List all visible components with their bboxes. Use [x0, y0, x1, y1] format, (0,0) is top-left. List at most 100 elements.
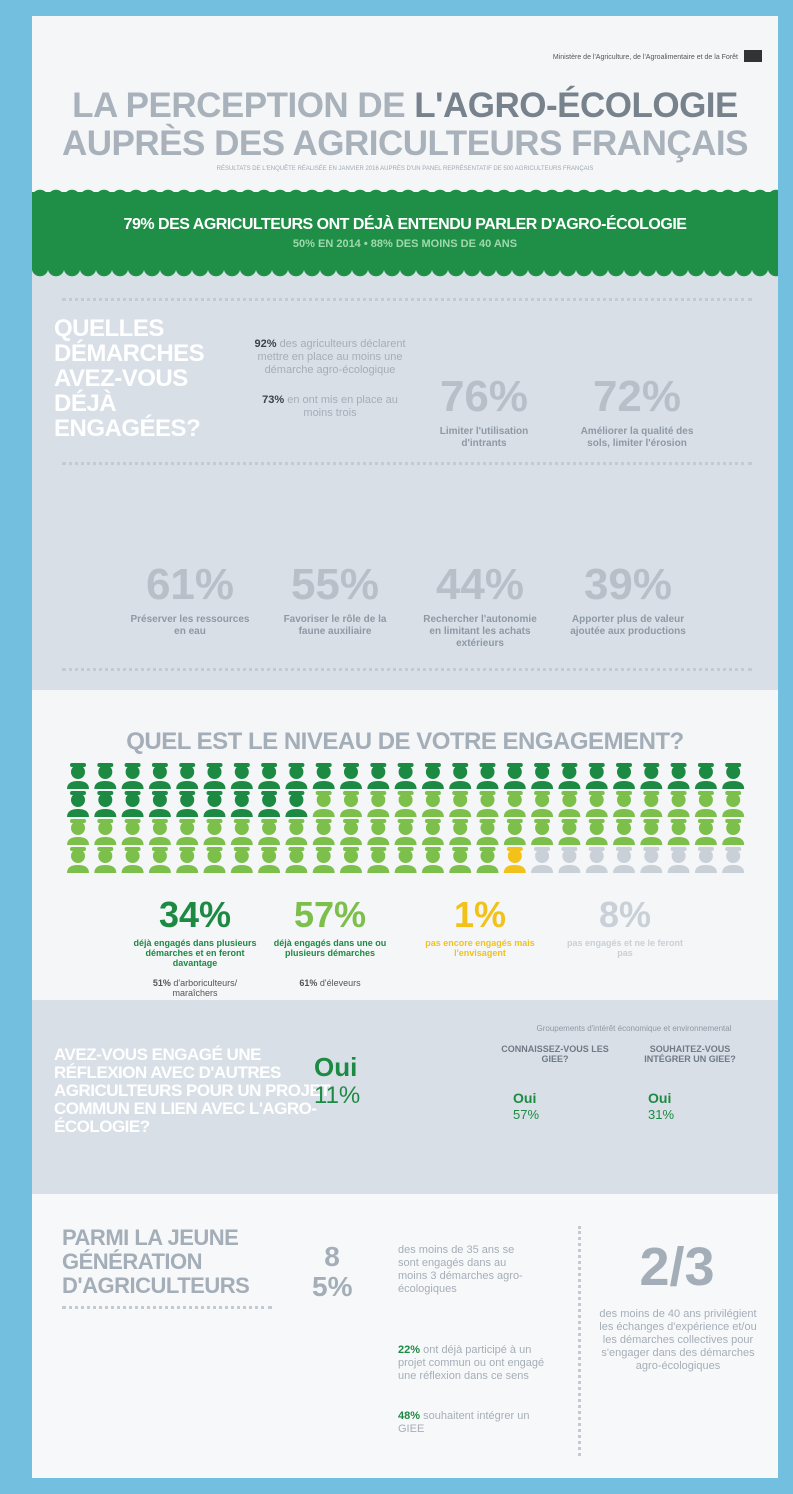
person-icon — [722, 847, 744, 873]
practice-figure: 55% — [260, 560, 410, 610]
hat — [452, 791, 468, 795]
head — [399, 821, 413, 835]
hat — [398, 819, 414, 823]
head — [590, 849, 604, 863]
body — [668, 781, 690, 789]
body — [695, 837, 717, 845]
head — [180, 849, 194, 863]
head — [426, 765, 440, 779]
body — [640, 781, 662, 789]
head — [426, 793, 440, 807]
young-text: des moins de 35 ans se sont engagés dans… — [398, 1244, 538, 1296]
head — [590, 821, 604, 835]
hat — [316, 847, 332, 851]
head — [617, 849, 631, 863]
person-icon — [640, 847, 662, 873]
body — [176, 809, 198, 817]
body — [204, 809, 226, 817]
body — [558, 781, 580, 789]
level-extra: 61% d'éleveurs — [265, 978, 395, 988]
body — [395, 837, 417, 845]
hat — [561, 763, 577, 767]
body — [558, 837, 580, 845]
hat — [316, 819, 332, 823]
hat — [534, 819, 550, 823]
body — [722, 865, 744, 873]
head — [535, 821, 549, 835]
banner-headline: 79% DES AGRICULTEURS ONT DÉJÀ ENTENDU PA… — [32, 216, 778, 234]
hat — [480, 819, 496, 823]
head — [562, 821, 576, 835]
person-icon — [258, 791, 280, 817]
level-text: pas engagés et ne le feront pas — [560, 938, 690, 958]
person-icon — [613, 847, 635, 873]
stat-figure: 73% — [262, 394, 284, 406]
body — [640, 809, 662, 817]
person-icon — [367, 819, 389, 845]
head — [153, 849, 167, 863]
fraction-text: des moins de 40 ans privilégient les éch… — [598, 1308, 758, 1373]
hat — [671, 791, 687, 795]
body — [395, 809, 417, 817]
hat — [179, 763, 195, 767]
body — [504, 809, 526, 817]
head — [262, 849, 276, 863]
title-part1: LA PERCEPTION DE — [72, 86, 414, 125]
body — [668, 809, 690, 817]
extra-figure: 61% — [299, 978, 317, 988]
person-icon — [668, 819, 690, 845]
head — [672, 821, 686, 835]
level-figure: 8% — [550, 894, 700, 936]
hat — [425, 819, 441, 823]
divider — [578, 1226, 581, 1456]
divider — [62, 668, 752, 671]
person-icon — [94, 791, 116, 817]
body — [149, 781, 171, 789]
person-icon — [122, 791, 144, 817]
person-icon — [558, 819, 580, 845]
hat — [343, 847, 359, 851]
page: Agro-écologie { "header": { "ministry": … — [0, 0, 793, 1494]
head — [617, 765, 631, 779]
person-icon — [122, 819, 144, 845]
head — [235, 793, 249, 807]
body — [586, 781, 608, 789]
hat — [97, 819, 113, 823]
head — [317, 849, 331, 863]
person-icon — [204, 791, 226, 817]
person-icon — [477, 819, 499, 845]
body — [477, 865, 499, 873]
body — [94, 837, 116, 845]
practice-label: Améliorer la qualité des sols, limiter l… — [577, 426, 697, 450]
hat — [643, 819, 659, 823]
body — [231, 781, 253, 789]
body — [422, 809, 444, 817]
hat — [207, 791, 223, 795]
person-icon — [204, 819, 226, 845]
body — [204, 865, 226, 873]
banner-subline: 50% EN 2014 • 88% DES MOINS DE 40 ANS — [32, 238, 778, 250]
head — [153, 821, 167, 835]
head — [289, 849, 303, 863]
stat-figure: 48% — [398, 1410, 420, 1422]
hat — [534, 847, 550, 851]
hat — [288, 847, 304, 851]
head — [508, 793, 522, 807]
person-icon — [231, 847, 253, 873]
head — [344, 849, 358, 863]
body — [722, 809, 744, 817]
head — [590, 793, 604, 807]
giee-heading: Groupements d'intérêt économique et envi… — [494, 1024, 774, 1033]
head — [644, 793, 658, 807]
head — [453, 765, 467, 779]
practice-label: Rechercher l'autonomie en limitant les a… — [420, 614, 540, 650]
person-icon — [395, 791, 417, 817]
hat — [643, 763, 659, 767]
answer-figure: 11% — [314, 1082, 360, 1110]
head — [317, 793, 331, 807]
body — [613, 837, 635, 845]
hat — [288, 819, 304, 823]
person-icon — [504, 791, 526, 817]
person-icon — [422, 763, 444, 789]
body — [504, 781, 526, 789]
